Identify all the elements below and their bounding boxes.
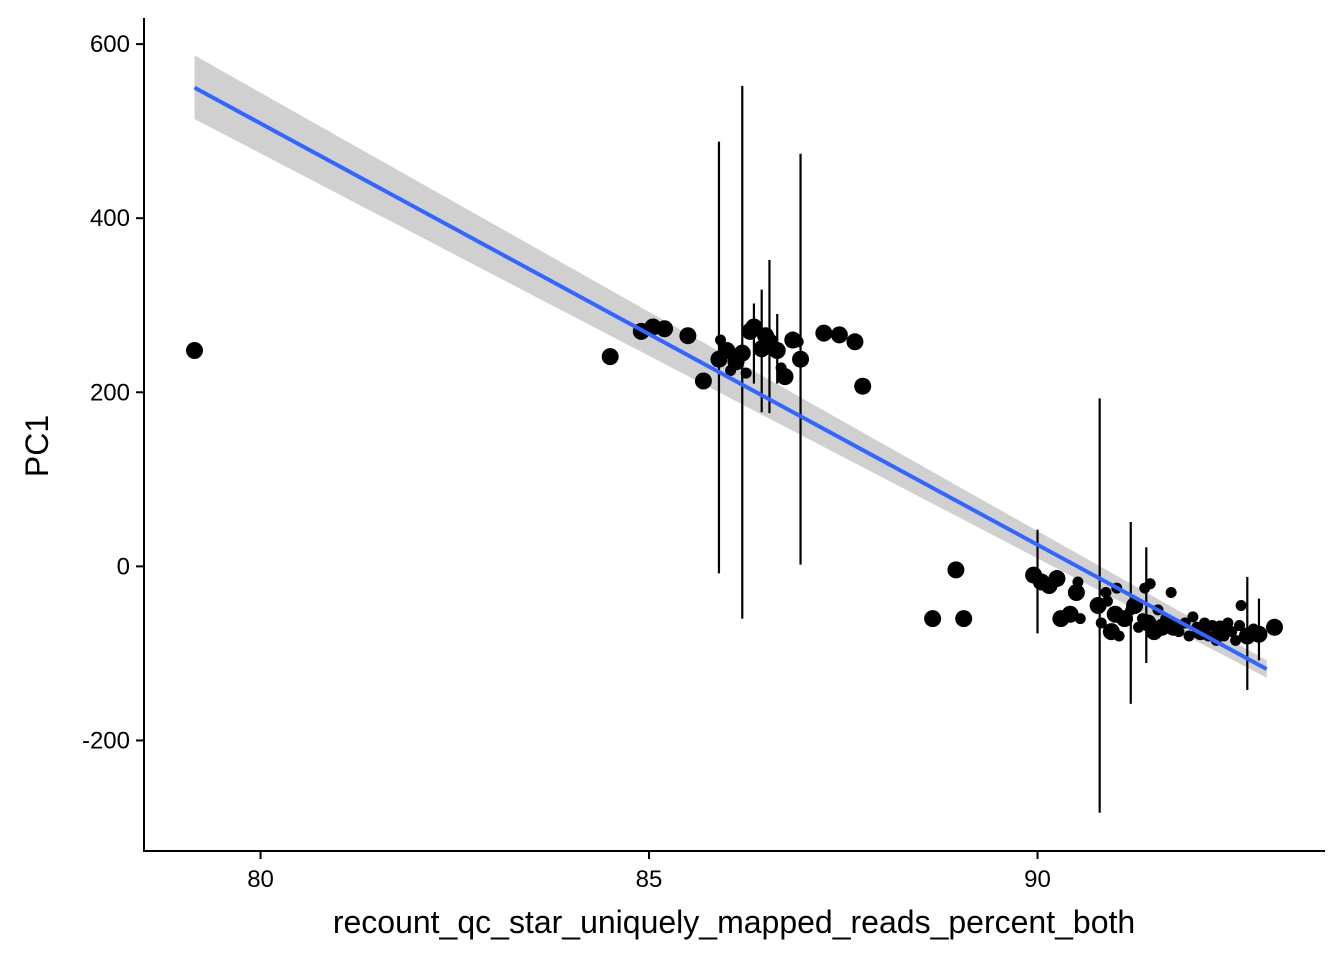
data-point (924, 610, 942, 628)
error-bar-layer (717, 85, 1261, 813)
data-point (1061, 605, 1079, 623)
data-point (1100, 586, 1112, 598)
x-tick-label: 90 (1024, 866, 1051, 893)
data-point (1222, 617, 1234, 629)
data-point (1072, 576, 1084, 588)
y-tick-label: 600 (90, 31, 130, 58)
data-point (718, 342, 736, 360)
data-point (792, 336, 804, 348)
data-point (694, 372, 712, 390)
data-point (1048, 570, 1066, 588)
data-point (955, 610, 973, 628)
data-point (1234, 620, 1246, 632)
data-point (830, 326, 848, 344)
fit-line (193, 85, 1268, 671)
y-tick-label: -200 (82, 727, 130, 754)
x-tick-label: 85 (636, 866, 663, 893)
data-point (1067, 583, 1085, 601)
y-tick-label: 400 (90, 205, 130, 232)
data-point (1230, 634, 1242, 646)
data-point (854, 377, 872, 395)
data-point (679, 327, 697, 345)
data-point (1144, 578, 1156, 590)
y-tick-label: 200 (90, 379, 130, 406)
data-point (601, 348, 619, 366)
data-point (656, 320, 674, 338)
data-point (846, 333, 864, 351)
data-point (1101, 595, 1113, 607)
data-point (1226, 626, 1238, 638)
data-point (1187, 611, 1199, 623)
x-tick-label: 80 (247, 866, 274, 893)
data-point (740, 367, 752, 379)
data-point (745, 318, 763, 336)
y-tick-label: 0 (117, 553, 130, 580)
data-point (815, 324, 833, 342)
data-point (1173, 626, 1185, 638)
data-point (1113, 630, 1125, 642)
point-layer (186, 318, 1283, 646)
data-point (792, 350, 810, 368)
data-point (1074, 613, 1086, 625)
data-point (776, 368, 794, 386)
data-point (1165, 586, 1177, 598)
data-point (1265, 618, 1283, 636)
y-ticks: 600 400 200 0 -200 (82, 31, 144, 754)
data-point (947, 561, 965, 579)
data-point (1095, 617, 1107, 629)
data-point (1250, 625, 1268, 643)
y-axis-title: PC1 (19, 415, 55, 477)
data-point (186, 342, 204, 360)
x-ticks: 80 85 90 (247, 851, 1051, 893)
data-point (768, 342, 786, 360)
data-point (1235, 600, 1247, 612)
data-point (1183, 630, 1195, 642)
data-point (733, 344, 751, 362)
x-axis-title: recount_qc_star_uniquely_mapped_reads_pe… (333, 904, 1135, 940)
fit-line-layer (193, 85, 1268, 671)
